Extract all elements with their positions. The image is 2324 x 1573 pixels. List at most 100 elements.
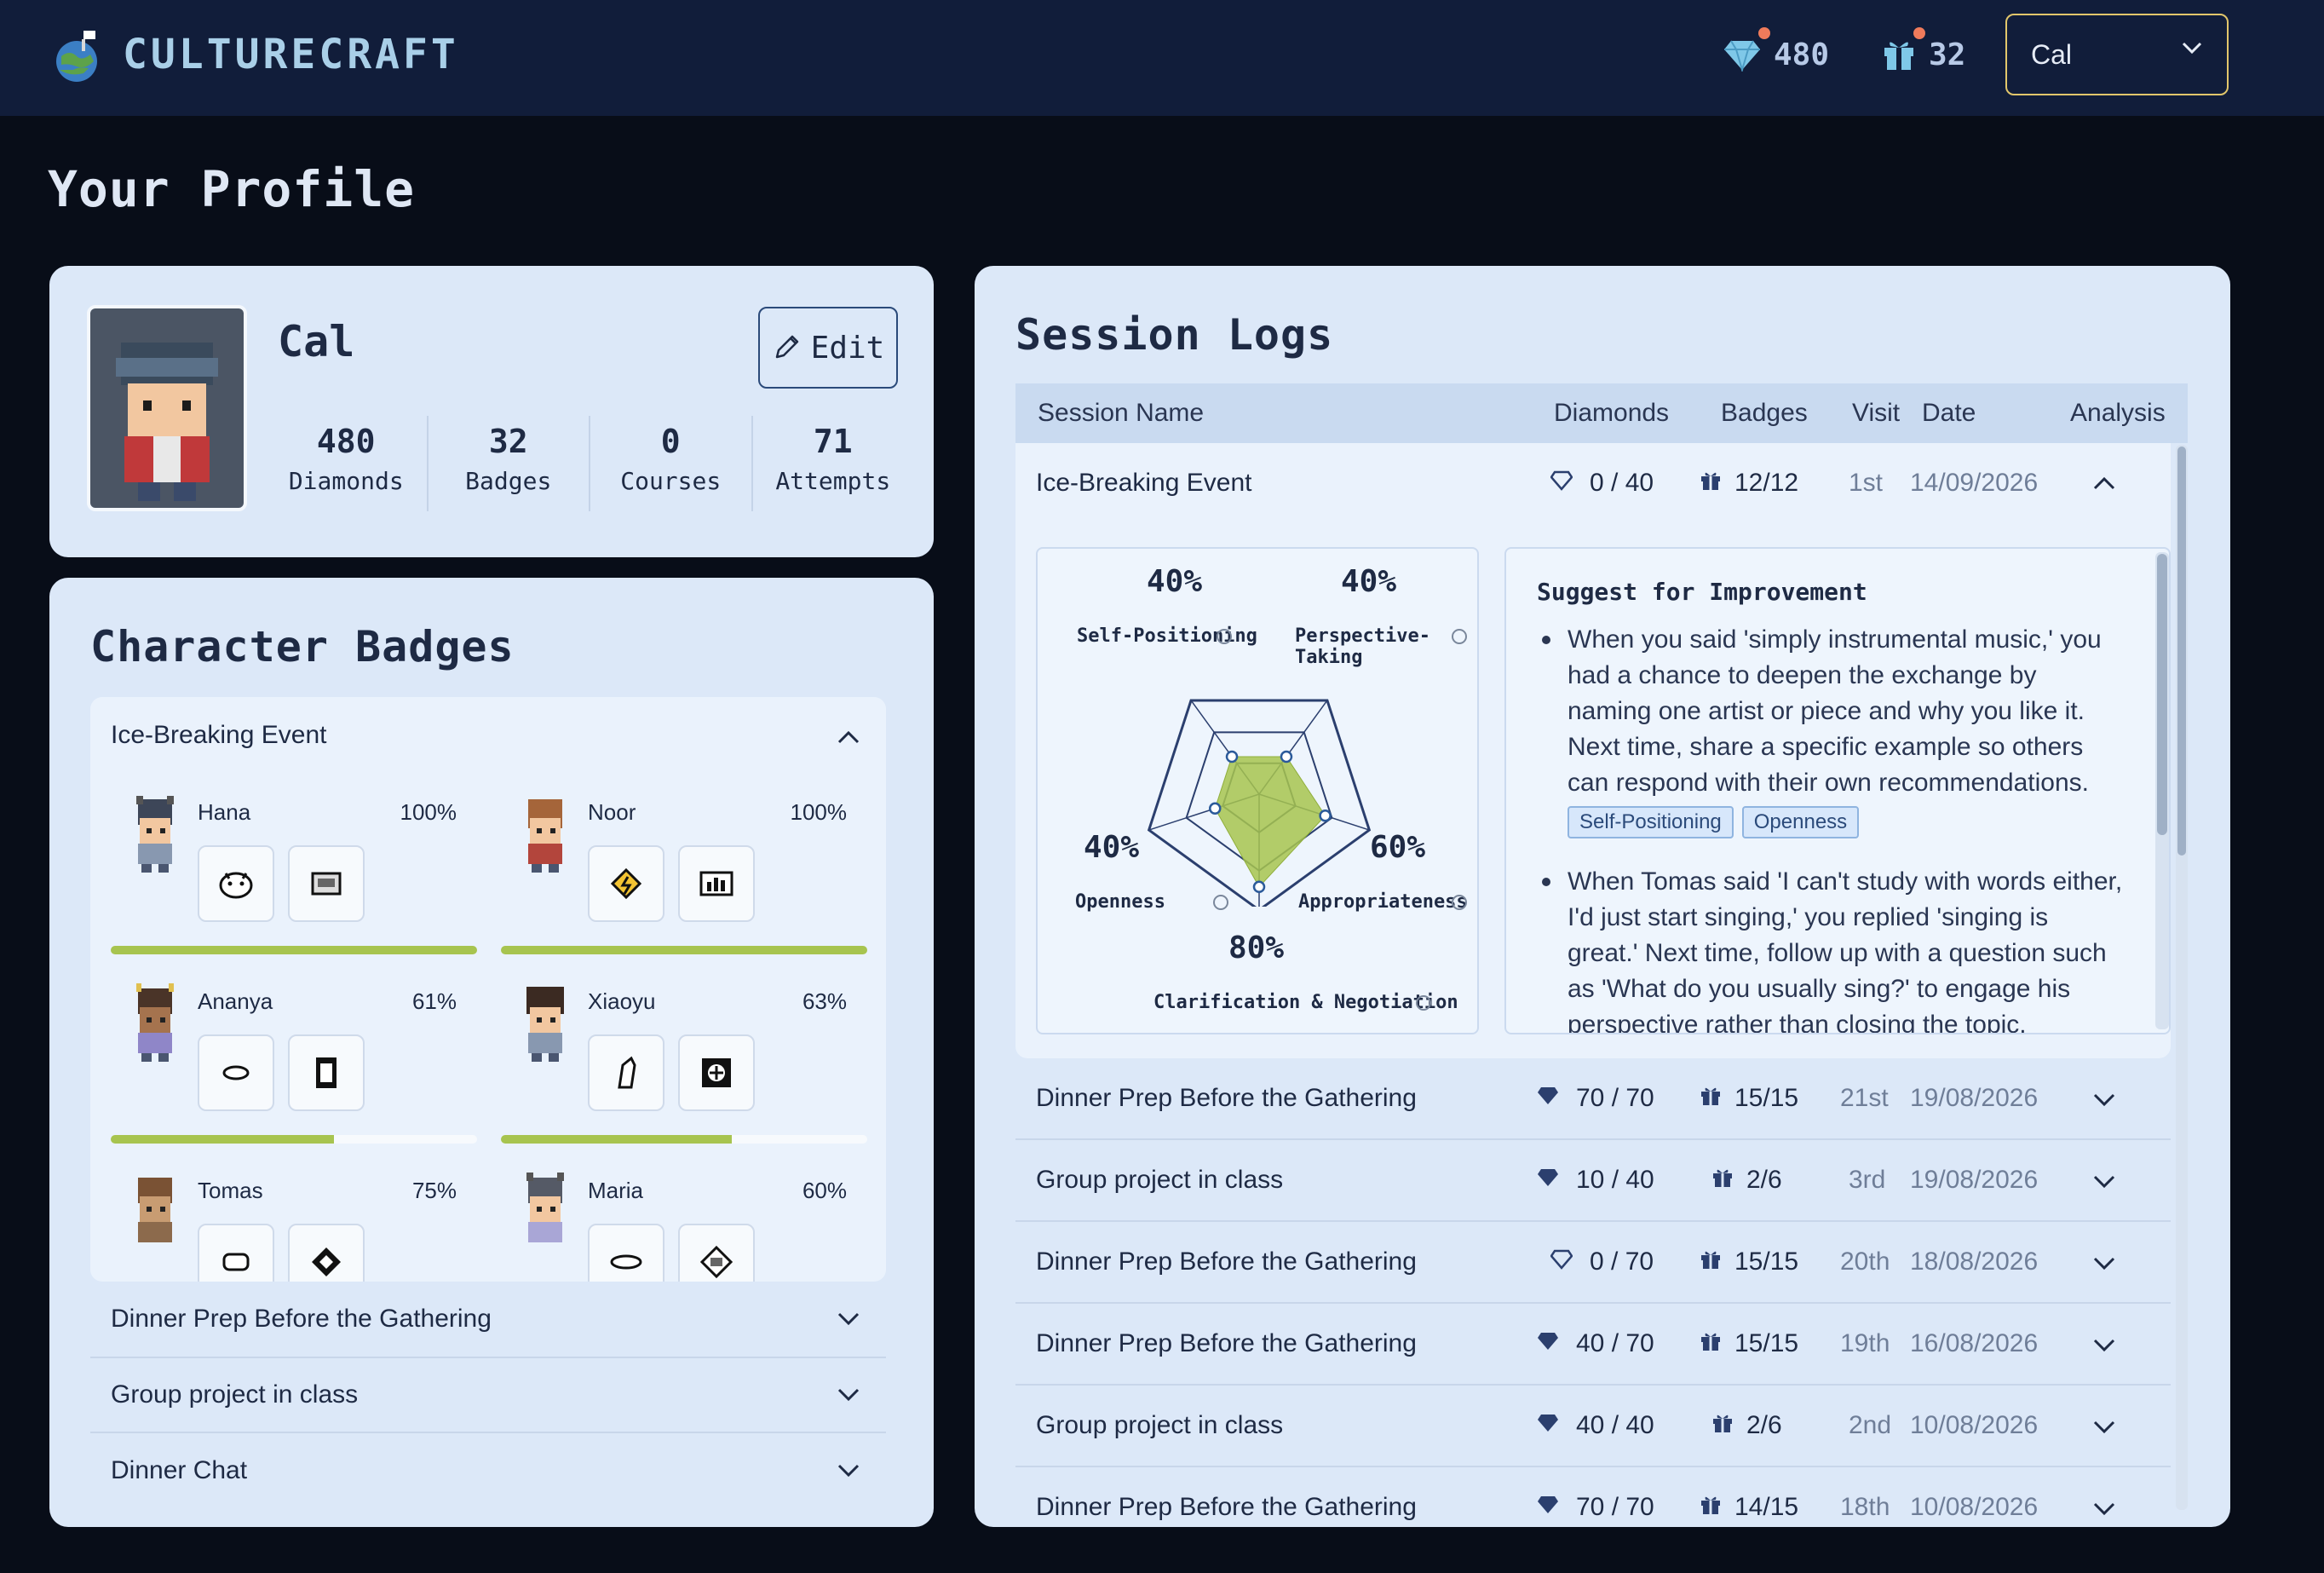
character-name: Ananya [198, 988, 273, 1014]
chevron-down-icon[interactable] [2092, 1338, 2116, 1353]
character-name: Hana [198, 799, 251, 825]
character-badge-card[interactable]: Maria 60% [501, 1171, 867, 1282]
stat-value: 0 [660, 423, 681, 460]
character-badge-card[interactable]: Noor 100% [501, 792, 867, 971]
radar-grid-ring [1147, 699, 1372, 907]
radar-pct-appropriateness: 60% [1370, 830, 1426, 865]
scrollbar-thumb[interactable] [2157, 554, 2167, 835]
session-row[interactable]: Dinner Prep Before the Gathering 70 / 70 1… [1015, 1058, 2171, 1140]
session-visit: 19th [1840, 1329, 1890, 1357]
badge-icon[interactable] [588, 1224, 664, 1282]
session-diamonds: 0 / 40 [1590, 469, 1654, 497]
top-diamond-counter[interactable]: 480 [1724, 27, 1830, 78]
badge-icon[interactable] [198, 1034, 274, 1111]
session-date: 10/08/2026 [1910, 1493, 2039, 1521]
character-name: Tomas [198, 1178, 263, 1203]
badge-section-label: Group project in class [111, 1380, 359, 1409]
top-diamond-count: 480 [1774, 37, 1830, 72]
badge-section-collapsed[interactable]: Group project in class [90, 1358, 886, 1433]
chevron-up-icon[interactable] [837, 729, 860, 745]
session-diamonds: 70 / 70 [1576, 1493, 1654, 1521]
suggestions-panel: Suggest for Improvement When you said 's… [1504, 547, 2171, 1034]
user-dropdown[interactable]: Cal [2005, 14, 2229, 95]
pencil-icon [775, 335, 798, 359]
character-avatar-icon [136, 796, 174, 873]
notification-dot [1913, 27, 1925, 39]
session-logs-card: Session Logs Session Name Diamonds Badge… [975, 266, 2230, 1527]
globe-logo-icon[interactable] [49, 26, 104, 85]
info-icon[interactable] [1452, 629, 1467, 644]
progress-fill [501, 1135, 732, 1144]
progress-fill [501, 946, 867, 954]
info-icon[interactable] [1416, 995, 1431, 1011]
profile-stats: 480 Diamonds 32 Badges 0 Courses 71 Attempts [266, 416, 913, 511]
badge-icon[interactable] [678, 1224, 755, 1282]
brand-name[interactable]: CULTURECRAFT [123, 31, 459, 78]
session-row[interactable]: Group project in class 10 / 40 2/6 3rd 19/08… [1015, 1140, 2171, 1222]
character-avatar-icon [528, 799, 562, 873]
session-badges: 15/15 [1734, 1084, 1799, 1112]
info-icon[interactable] [1452, 895, 1467, 910]
character-avatar-icon [138, 1178, 172, 1242]
chevron-down-icon[interactable] [2092, 1420, 2116, 1435]
badge-section-header[interactable]: Ice-Breaking Event [111, 721, 327, 749]
badge-icon[interactable] [678, 845, 755, 922]
session-row[interactable]: Dinner Prep Before the Gathering 0 / 70 15… [1015, 1222, 2171, 1304]
radar-label-appropriateness: Appropriateness [1298, 891, 1468, 913]
chevron-down-icon[interactable] [2092, 1501, 2116, 1517]
top-badge-counter[interactable]: 32 [1883, 27, 1965, 78]
info-icon[interactable] [1213, 895, 1228, 910]
badge-section-collapsed[interactable]: Dinner Prep Before the Gathering [90, 1282, 886, 1358]
session-logs-scrollbar[interactable] [2176, 445, 2188, 1510]
badge-icon[interactable] [678, 1034, 755, 1111]
badge-icon[interactable] [288, 1224, 365, 1282]
notification-dot [1758, 27, 1770, 39]
badge-icon[interactable] [198, 845, 274, 922]
stat-diamonds: 480 Diamonds [266, 416, 429, 511]
suggestions-list: When you said 'simply instrumental music… [1537, 622, 2125, 1033]
avatar [87, 305, 247, 511]
radar-label-clarification: Clarification & Negotiation [1153, 992, 1458, 1013]
diamond-icon [1538, 1333, 1558, 1350]
character-badge-card[interactable]: Hana 100% [111, 792, 477, 971]
badge-icon[interactable] [588, 845, 664, 922]
chevron-up-icon[interactable] [2092, 475, 2116, 491]
scrollbar-thumb[interactable] [2177, 447, 2186, 856]
gift-icon [1701, 1087, 1720, 1105]
session-date: 10/08/2026 [1910, 1411, 2039, 1439]
character-badge-card[interactable]: Ananya 61% [111, 982, 477, 1161]
character-progress-bar [501, 1135, 867, 1144]
session-badges: 2/6 [1746, 1166, 1782, 1194]
edit-profile-button[interactable]: Edit [758, 307, 898, 389]
badge-icon[interactable] [198, 1224, 274, 1282]
session-row-header[interactable]: Ice-Breaking Event 0 / 40 12/12 1st 14/0… [1015, 443, 2171, 525]
session-visit: 1st [1849, 469, 1884, 497]
session-badges: 15/15 [1734, 1247, 1799, 1276]
session-date: 18/08/2026 [1910, 1247, 2039, 1276]
badge-section-collapsed[interactable]: Dinner Chat [90, 1433, 886, 1508]
stat-label: Courses [620, 467, 722, 495]
badge-icon[interactable] [288, 845, 365, 922]
session-row[interactable]: Dinner Prep Before the Gathering 70 / 70 1… [1015, 1467, 2171, 1527]
info-icon[interactable] [1217, 629, 1232, 644]
character-badge-card[interactable]: Tomas 75% [111, 1171, 477, 1282]
suggestions-scrollbar[interactable] [2155, 552, 2169, 1029]
session-name: Dinner Prep Before the Gathering [1036, 1329, 1417, 1357]
chevron-down-icon[interactable] [2092, 1174, 2116, 1190]
character-badge-card[interactable]: Xiaoyu 63% [501, 982, 867, 1161]
chevron-down-icon[interactable] [2092, 1256, 2116, 1271]
session-date: 16/08/2026 [1910, 1329, 2039, 1357]
session-row-expanded: Ice-Breaking Event 0 / 40 12/12 1st 14/0… [1015, 443, 2171, 1058]
session-row[interactable]: Dinner Prep Before the Gathering 40 / 70 1… [1015, 1304, 2171, 1386]
session-row[interactable]: Group project in class 40 / 40 2/6 2nd 10/08… [1015, 1386, 2171, 1467]
session-logs-title: Session Logs [1015, 310, 1334, 360]
gift-icon [1713, 1169, 1732, 1187]
badge-icon[interactable] [288, 1034, 365, 1111]
col-visit: Visit [1852, 399, 1901, 427]
chevron-down-icon [837, 1464, 860, 1478]
stat-label: Badges [465, 467, 552, 495]
chevron-down-icon[interactable] [2092, 1092, 2116, 1108]
stat-label: Diamonds [288, 467, 404, 495]
gift-icon [1701, 1333, 1720, 1351]
badge-icon[interactable] [588, 1034, 664, 1111]
